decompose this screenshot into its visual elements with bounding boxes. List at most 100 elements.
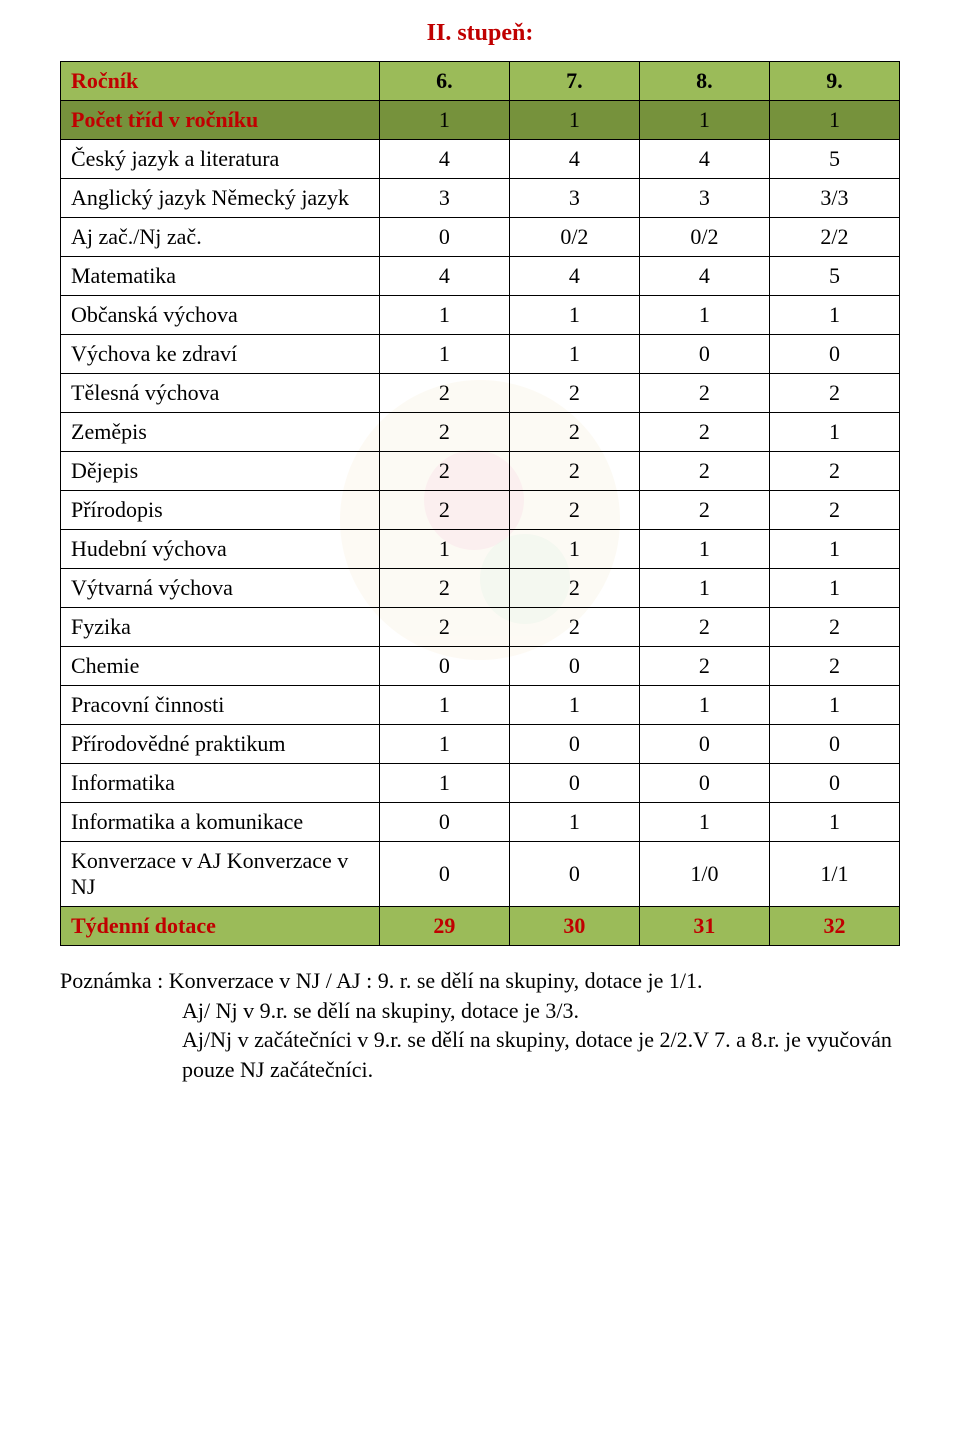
row-value: 2	[509, 491, 639, 530]
row-value: 2	[639, 413, 769, 452]
row-value: 4	[379, 140, 509, 179]
row-label: Aj zač./Nj zač.	[61, 218, 380, 257]
row-value: 0	[509, 764, 639, 803]
row-value: 1	[639, 569, 769, 608]
row-value: 1	[509, 530, 639, 569]
row-value: 0	[379, 842, 509, 907]
row-value: 1	[769, 296, 899, 335]
row-value: 3	[509, 179, 639, 218]
row-label: Počet tříd v ročníku	[61, 101, 380, 140]
row-label: Anglický jazyk Německý jazyk	[61, 179, 380, 218]
row-value: 0	[379, 803, 509, 842]
row-value: 1	[379, 296, 509, 335]
row-label: Výtvarná výchova	[61, 569, 380, 608]
row-value: 3	[639, 179, 769, 218]
row-value: 2	[509, 569, 639, 608]
table-row: Matematika4445	[61, 257, 900, 296]
row-value: 0	[509, 647, 639, 686]
table-row: Dějepis2222	[61, 452, 900, 491]
row-label: Přírodovědné praktikum	[61, 725, 380, 764]
curriculum-table: Ročník6.7.8.9.Počet tříd v ročníku1111Če…	[60, 61, 900, 946]
row-value: 2	[769, 374, 899, 413]
row-value: 0	[769, 764, 899, 803]
row-label: Hudební výchova	[61, 530, 380, 569]
row-value: 2	[769, 491, 899, 530]
row-value: 2	[379, 491, 509, 530]
table-row: Český jazyk a literatura4445	[61, 140, 900, 179]
footnote-line: pouze NJ začátečníci.	[60, 1055, 900, 1085]
row-value: 4	[509, 140, 639, 179]
table-row: Konverzace v AJ Konverzace v NJ001/01/1	[61, 842, 900, 907]
row-value: 1	[769, 413, 899, 452]
row-value: 0	[379, 647, 509, 686]
row-value: 32	[769, 907, 899, 946]
table-row: Hudební výchova1111	[61, 530, 900, 569]
row-value: 2	[509, 452, 639, 491]
row-value: 1	[509, 296, 639, 335]
row-value: 0	[769, 725, 899, 764]
row-label: Chemie	[61, 647, 380, 686]
row-value: 1	[379, 725, 509, 764]
row-label: Fyzika	[61, 608, 380, 647]
row-label: Občanská výchova	[61, 296, 380, 335]
row-label: Ročník	[61, 62, 380, 101]
row-value: 1	[639, 686, 769, 725]
row-value: 2	[639, 608, 769, 647]
row-value: 1	[639, 101, 769, 140]
row-value: 2	[639, 452, 769, 491]
row-label: Dějepis	[61, 452, 380, 491]
row-value: 4	[379, 257, 509, 296]
page-title: II. stupeň:	[60, 20, 900, 47]
row-label: Český jazyk a literatura	[61, 140, 380, 179]
row-value: 6.	[379, 62, 509, 101]
table-row: Přírodopis2222	[61, 491, 900, 530]
row-label: Výchova ke zdraví	[61, 335, 380, 374]
row-value: 7.	[509, 62, 639, 101]
table-row: Pracovní činnosti1111	[61, 686, 900, 725]
row-value: 1	[769, 101, 899, 140]
row-value: 2	[509, 608, 639, 647]
row-value: 2	[379, 569, 509, 608]
row-value: 1	[509, 101, 639, 140]
row-value: 30	[509, 907, 639, 946]
row-value: 2	[379, 608, 509, 647]
row-value: 4	[639, 257, 769, 296]
table-row: Informatika a komunikace0111	[61, 803, 900, 842]
row-value: 1	[379, 101, 509, 140]
row-value: 1/0	[639, 842, 769, 907]
table-row: Fyzika2222	[61, 608, 900, 647]
footnote-line: Poznámka : Konverzace v NJ / AJ : 9. r. …	[60, 968, 703, 993]
row-value: 1	[509, 686, 639, 725]
row-value: 0	[509, 842, 639, 907]
row-label: Informatika	[61, 764, 380, 803]
row-value: 1	[639, 296, 769, 335]
table-row: Aj zač./Nj zač.00/20/22/2	[61, 218, 900, 257]
row-value: 0	[639, 335, 769, 374]
row-value: 1	[769, 530, 899, 569]
row-value: 1	[379, 335, 509, 374]
row-value: 1	[769, 686, 899, 725]
row-value: 0	[509, 725, 639, 764]
row-value: 0	[639, 725, 769, 764]
row-value: 2	[509, 374, 639, 413]
footnote-line: Aj/Nj v začátečníci v 9.r. se dělí na sk…	[60, 1025, 900, 1055]
row-value: 1/1	[769, 842, 899, 907]
row-value: 1	[509, 335, 639, 374]
row-value: 1	[769, 569, 899, 608]
row-value: 29	[379, 907, 509, 946]
row-value: 1	[769, 803, 899, 842]
row-value: 2	[639, 647, 769, 686]
row-value: 4	[509, 257, 639, 296]
table-row: Zeměpis2221	[61, 413, 900, 452]
table-row: Informatika1000	[61, 764, 900, 803]
row-value: 0	[769, 335, 899, 374]
row-value: 0/2	[509, 218, 639, 257]
row-value: 9.	[769, 62, 899, 101]
table-row: Výtvarná výchova2211	[61, 569, 900, 608]
row-label: Pracovní činnosti	[61, 686, 380, 725]
row-value: 2	[639, 491, 769, 530]
table-row: Tělesná výchova2222	[61, 374, 900, 413]
row-value: 1	[379, 686, 509, 725]
row-label: Přírodopis	[61, 491, 380, 530]
table-row: Ročník6.7.8.9.	[61, 62, 900, 101]
